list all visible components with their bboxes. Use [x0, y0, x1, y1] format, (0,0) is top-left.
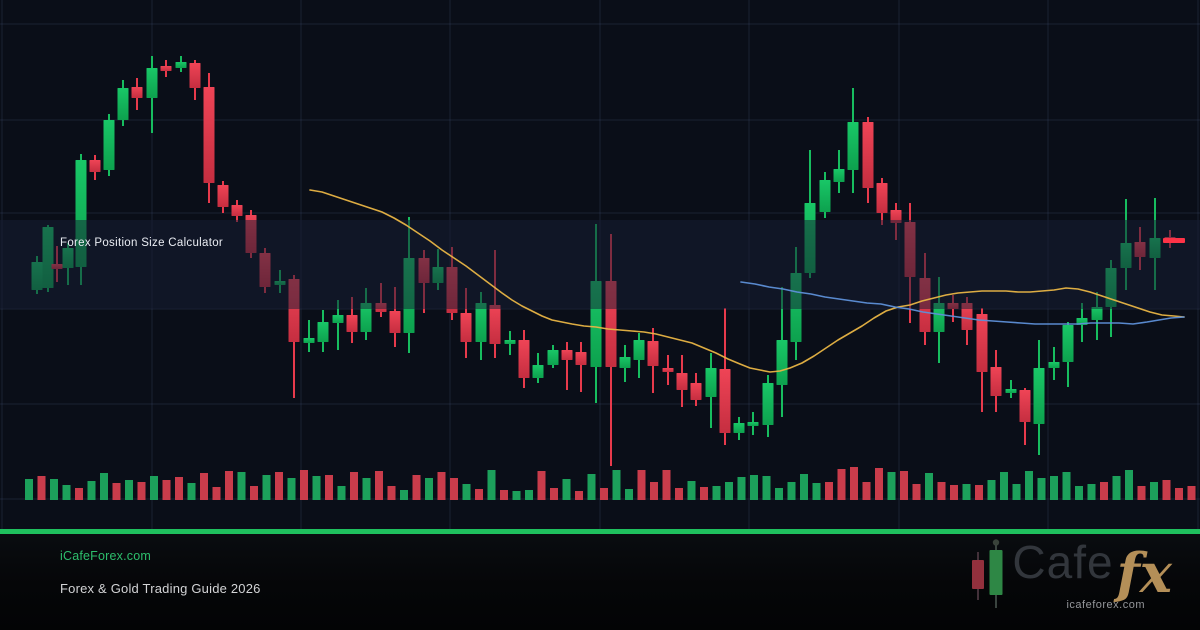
logo-text-cafe: Cafe — [1012, 536, 1114, 588]
footer: iCafeForex.com Forex & Gold Trading Guid… — [0, 529, 1200, 630]
ma-fast — [740, 281, 1185, 325]
logo-domain: icafeforex.com — [1066, 599, 1145, 611]
ma-slow — [309, 189, 1185, 373]
tagline: Forex & Gold Trading Guide 2026 — [60, 581, 261, 596]
last-price-marker — [1163, 238, 1185, 243]
page-title: Forex Position Size Calculator — [60, 237, 224, 249]
site-link[interactable]: iCafeForex.com — [60, 549, 152, 563]
candlestick-pair-icon — [972, 539, 1003, 608]
candlestick-chart — [0, 0, 1200, 530]
footer-divider — [0, 529, 1200, 534]
price-chart-area: Forex Position Size Calculator — [0, 0, 1200, 530]
brand-logo: Cafe fx — [969, 538, 1172, 614]
logo-text-fx: fx — [1116, 541, 1172, 605]
